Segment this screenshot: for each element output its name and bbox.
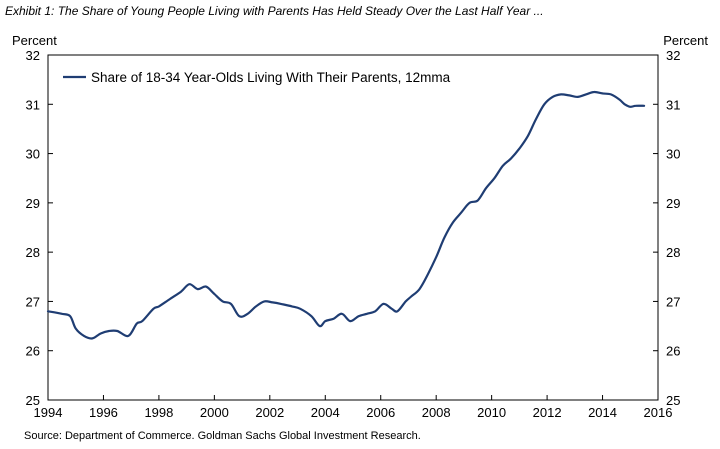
y-tick-label-left: 29 xyxy=(26,196,40,211)
x-tick-label: 1996 xyxy=(89,405,118,420)
x-tick-label: 2008 xyxy=(422,405,451,420)
plot-frame xyxy=(47,54,659,401)
x-tick-label: 2012 xyxy=(533,405,562,420)
y-axis-unit-right: Percent xyxy=(663,33,708,48)
x-tick-label: 2006 xyxy=(366,405,395,420)
x-tick-label: 2002 xyxy=(255,405,284,420)
y-tick-label-left: 31 xyxy=(26,97,40,112)
x-tick-label: 2014 xyxy=(588,405,617,420)
x-tick-label: 1998 xyxy=(144,405,173,420)
y-tick-label-left: 27 xyxy=(26,294,40,309)
y-tick-label-left: 26 xyxy=(26,344,40,359)
y-tick-label-right: 30 xyxy=(666,147,680,162)
y-tick-label-right: 28 xyxy=(666,245,680,260)
y-tick-label-right: 26 xyxy=(666,344,680,359)
x-tick-label: 1994 xyxy=(34,405,63,420)
y-tick-label-right: 31 xyxy=(666,97,680,112)
x-tick-label: 2016 xyxy=(644,405,673,420)
y-tick-label-right: 27 xyxy=(666,294,680,309)
y-tick-label-left: 28 xyxy=(26,245,40,260)
x-tick-label: 2004 xyxy=(311,405,340,420)
x-tick-label: 2010 xyxy=(477,405,506,420)
source-note: Source: Department of Commerce. Goldman … xyxy=(24,430,421,442)
series-line-share-living-with-parents xyxy=(46,90,646,340)
legend: Share of 18-34 Year-Olds Living With The… xyxy=(63,70,451,85)
y-axis-unit-left: Percent xyxy=(12,33,57,48)
x-tick-label: 2000 xyxy=(200,405,229,420)
y-axis-right: 25 26 27 28 29 30 31 32 xyxy=(653,48,680,408)
y-tick-label-right: 29 xyxy=(666,196,680,211)
y-axis-left: 25 26 27 28 29 30 31 32 xyxy=(26,48,53,408)
y-tick-label-right: 25 xyxy=(666,393,680,408)
chart-title: Exhibit 1: The Share of Young People Liv… xyxy=(5,4,544,18)
legend-label: Share of 18-34 Year-Olds Living With The… xyxy=(91,70,451,85)
y-tick-label-left: 30 xyxy=(26,147,40,162)
x-axis: 1994 1996 1998 2000 2002 2004 2006 2008 2010 2012… xyxy=(34,395,673,420)
y-tick-label-left: 25 xyxy=(26,393,40,408)
y-tick-label-left: 32 xyxy=(26,48,40,63)
y-tick-label-right: 32 xyxy=(666,48,680,63)
